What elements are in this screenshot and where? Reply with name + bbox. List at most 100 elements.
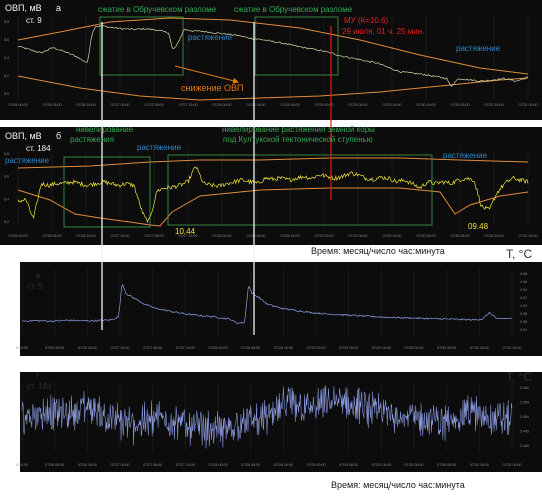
x-tick-b-4: 07/27 08:00 <box>145 234 164 238</box>
x-tick-d-0: 0 00:00 <box>16 463 28 467</box>
x-tick-b-8: 07/28 16:00 <box>281 234 300 238</box>
decline-arrow <box>174 65 239 84</box>
y-tick-a-0: 8.8 <box>4 20 9 24</box>
panel-d-xlabel: Время: месяц/число час:минута <box>331 480 465 490</box>
panel-a-ylabel: ОВП, мВ <box>5 3 42 13</box>
panel-b-time1: 10.44 <box>175 227 196 236</box>
x-tick-b-2: 07/26 16:00 <box>77 234 96 238</box>
x-tick-a-6: 07/28 00:00 <box>213 103 232 107</box>
x-tick-c-8: 07/28 16:00 <box>274 346 293 350</box>
x-tick-a-2: 07/26 16:00 <box>77 103 96 107</box>
panel-a-quake-line1: МУ (К=10.6) <box>344 16 389 25</box>
envelope-curve-2 <box>17 157 529 169</box>
envelope-curve-1 <box>17 75 529 101</box>
x-tick-b-0: 07/26 00:00 <box>9 234 28 238</box>
panel-b-xlabel: Время: месяц/число час:минута <box>311 246 445 256</box>
x-tick-d-9: 07/29 00:00 <box>307 463 326 467</box>
panel-d-letter: г <box>36 371 39 380</box>
series-line-b <box>17 166 529 224</box>
x-tick-c-13: 07/30 08:00 <box>437 346 456 350</box>
x-tick-c-15: 07/31 00:00 <box>503 346 522 350</box>
panel-a-background <box>0 0 542 120</box>
x-tick-d-12: 07/30 00:00 <box>405 463 424 467</box>
x-tick-d-3: 07/27 00:00 <box>111 463 130 467</box>
x-tick-c-10: 07/29 08:00 <box>339 346 358 350</box>
x-tick-a-11: 07/29 16:00 <box>383 103 402 107</box>
x-tick-c-6: 07/28 00:00 <box>209 346 228 350</box>
x-tick-a-4: 07/27 08:00 <box>145 103 164 107</box>
panel-b-stretch-left: растяжение <box>5 156 50 165</box>
x-tick-b-6: 07/28 00:00 <box>213 234 232 238</box>
x-tick-b-11: 07/29 16:00 <box>383 234 402 238</box>
panel-a-station: ст. 9 <box>26 16 42 25</box>
x-tick-a-10: 07/29 08:00 <box>349 103 368 107</box>
panel-b-level-line2: растяжения <box>70 135 114 144</box>
y-tick-d-4: 3.440 <box>520 444 529 448</box>
panel-b-level-crust-line1: нивелирование растяжения земной коры <box>222 125 375 134</box>
x-tick-c-0: 0 00:00 <box>16 346 28 350</box>
x-tick-d-1: 07/26 08:00 <box>45 463 64 467</box>
x-tick-c-4: 07/27 08:00 <box>143 346 162 350</box>
x-tick-d-15: 07/31 00:00 <box>503 463 522 467</box>
y-tick-c-7: 3.94 <box>520 328 527 332</box>
y-tick-b-2: 8.4 <box>4 197 9 201</box>
x-tick-b-3: 07/27 00:00 <box>111 234 130 238</box>
x-tick-b-9: 07/29 00:00 <box>315 234 334 238</box>
x-tick-a-12: 07/30 00:00 <box>417 103 436 107</box>
panel-a-decline: снижение ОВП <box>181 83 244 93</box>
x-tick-a-15: 07/31 00:00 <box>519 103 538 107</box>
x-tick-d-14: 07/30 16:00 <box>470 463 489 467</box>
y-tick-c-3: 4.02 <box>520 296 527 300</box>
series-line-c <box>21 283 513 325</box>
x-tick-d-4: 07/27 08:00 <box>143 463 162 467</box>
x-tick-b-1: 07/26 08:00 <box>43 234 62 238</box>
x-tick-a-0: 07/26 00:00 <box>9 103 28 107</box>
panel-b-stretch-mid: растяжение <box>137 143 182 152</box>
y-tick-c-6: 3.96 <box>520 320 527 324</box>
x-tick-c-2: 07/26 16:00 <box>78 346 97 350</box>
panel-c-background <box>20 262 542 356</box>
panel-b-level-line1: нивелирование <box>76 125 134 134</box>
panel-d-station: ст. 184 <box>27 382 52 391</box>
y-tick-c-1: 4.06 <box>520 280 527 284</box>
region-box-2 <box>63 156 151 228</box>
y-tick-a-4: 8.0 <box>4 92 9 96</box>
panel-b-ylabel: ОВП, мВ <box>5 131 42 141</box>
panel-a-stretch1: растяжение <box>188 33 233 42</box>
x-tick-d-8: 07/28 16:00 <box>274 463 293 467</box>
x-tick-a-9: 07/29 00:00 <box>315 103 334 107</box>
y-tick-c-0: 4.08 <box>520 272 527 276</box>
x-tick-a-7: 07/28 08:00 <box>247 103 266 107</box>
region-box-3 <box>167 154 433 226</box>
panel-b-time2: 09.48 <box>468 222 489 231</box>
x-tick-d-2: 07/26 16:00 <box>78 463 97 467</box>
x-tick-b-12: 07/30 00:00 <box>417 234 436 238</box>
series-line-a <box>17 25 529 87</box>
x-tick-a-3: 07/27 00:00 <box>111 103 130 107</box>
x-tick-d-7: 07/28 08:00 <box>241 463 260 467</box>
panel-c-ylabel: T, °C <box>506 247 532 261</box>
envelope-curve-3 <box>17 187 529 227</box>
panel-c-letter: в <box>36 271 40 280</box>
y-tick-b-3: 8.2 <box>4 220 9 224</box>
series-line-d <box>21 385 513 449</box>
x-tick-d-6: 07/28 00:00 <box>209 463 228 467</box>
y-tick-d-3: 3.445 <box>520 430 529 434</box>
y-tick-d-0: 3.460 <box>520 386 529 390</box>
y-tick-a-3: 8.2 <box>4 74 9 78</box>
region-box-0 <box>99 16 184 76</box>
x-tick-c-11: 07/29 16:00 <box>372 346 391 350</box>
x-tick-b-14: 07/30 16:00 <box>485 234 504 238</box>
x-tick-c-7: 07/28 08:00 <box>241 346 260 350</box>
envelope-curve-0 <box>17 17 529 75</box>
y-tick-b-1: 8.6 <box>4 175 9 179</box>
panel-a-compress1: сжатие в Обручевском разломе <box>98 5 217 14</box>
x-tick-d-13: 07/30 08:00 <box>437 463 456 467</box>
panel-b-stretch-right: растяжение <box>443 151 488 160</box>
y-tick-a-2: 8.4 <box>4 56 9 60</box>
x-tick-a-8: 07/28 16:00 <box>281 103 300 107</box>
x-tick-a-13: 07/30 08:00 <box>451 103 470 107</box>
region-box-1 <box>254 16 339 76</box>
panel-d-ylabel: T, °C <box>506 370 532 384</box>
panel-b-level-crust-line2: под Култукской тектонической ступенью <box>223 135 373 144</box>
